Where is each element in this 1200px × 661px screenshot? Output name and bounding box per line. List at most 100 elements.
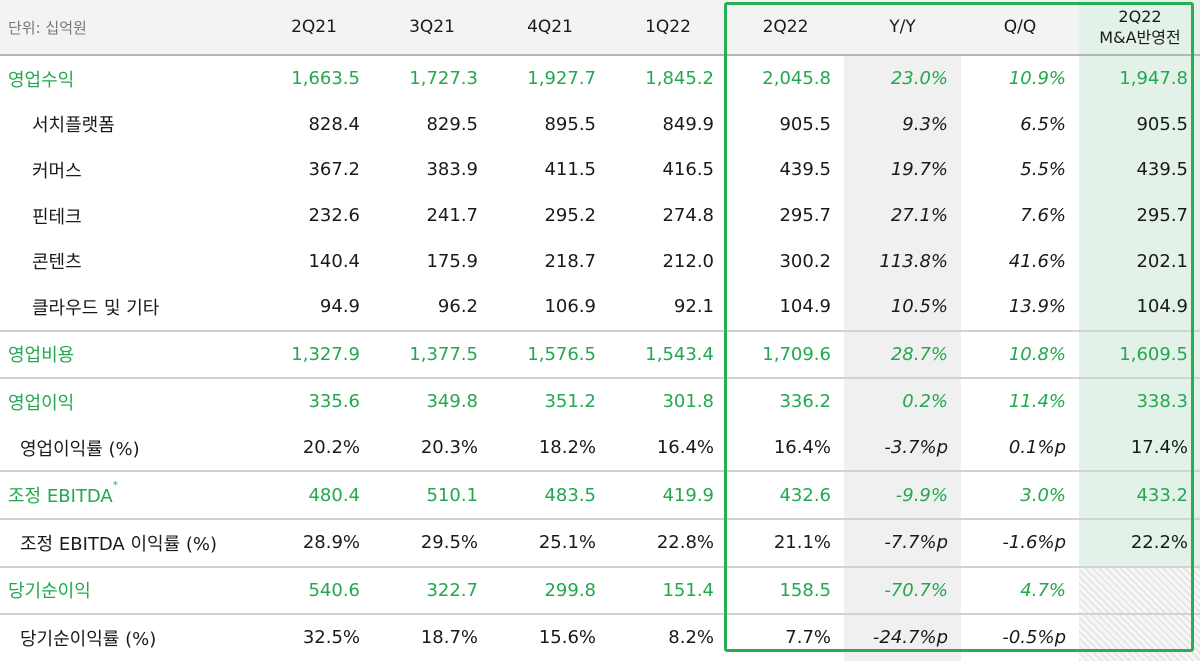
cell-ma: 202.1 <box>1079 238 1200 284</box>
row-label-text: 조정 EBITDA 이익률 (%) <box>20 533 217 555</box>
header-row: 단위: 십억원 2Q21 3Q21 4Q21 1Q22 2Q22 Y/Y Q/Q… <box>0 0 1200 56</box>
cell-2q21: 335.6 <box>255 377 373 425</box>
cell-2q22: 21.1% <box>727 517 844 567</box>
cell-qoq: -1.6%p <box>961 517 1079 567</box>
cell-4q21: 895.5 <box>544 113 596 135</box>
row-label: 당기순이익률 (%) <box>0 613 255 661</box>
row-label-text: 콘텐츠 <box>32 252 82 274</box>
col-header-3q21: 3Q21 <box>373 0 491 56</box>
row-label: 콘텐츠 <box>0 238 255 284</box>
cell-2q22: 2,045.8 <box>762 68 831 90</box>
cell-1q22: 849.9 <box>662 113 714 135</box>
cell-4q21: 106.9 <box>544 296 596 318</box>
col-header-qoq: Q/Q <box>961 0 1079 56</box>
row-label-text: 영업수익 <box>8 69 75 91</box>
cell-2q22: 432.6 <box>727 470 844 519</box>
cell-yoy: -9.9% <box>844 470 961 519</box>
cell-1q22: 1,543.4 <box>609 329 727 379</box>
cell-qoq: 41.6% <box>1008 250 1066 272</box>
cell-ma: 1,947.8 <box>1079 55 1200 102</box>
cell-qoq: -0.5%p <box>961 613 1079 661</box>
row-label: 조정 EBITDA* <box>0 470 255 519</box>
cell-yoy: -24.7%p <box>844 613 961 661</box>
cell-4q21: 351.2 <box>491 377 609 425</box>
cell-yoy: 9.3% <box>844 101 961 148</box>
cell-yoy: -70.7% <box>844 565 961 615</box>
cell-ma: 17.4% <box>1079 424 1200 472</box>
cell-ma: 905.5 <box>1079 101 1200 148</box>
table-row: 조정 EBITDA* 480.4 510.1 483.5 419.9 432.6 -9.9%… <box>0 470 1200 519</box>
cell-yoy: 0.2% <box>844 377 961 425</box>
cell-2q22: 158.5 <box>727 565 844 615</box>
cell-3q21: 322.7 <box>373 565 491 615</box>
cell-2q22: 295.7 <box>779 205 831 227</box>
cell-yoy: 27.1% <box>844 192 961 239</box>
cell-3q21: 349.8 <box>373 377 491 425</box>
cell-3q21: 510.1 <box>373 470 491 519</box>
cell-qoq: 4.7% <box>961 565 1079 615</box>
cell-yoy: -3.7%p <box>844 424 961 472</box>
cell-3q21: 18.7% <box>373 613 491 661</box>
cell-2q21: 480.4 <box>255 470 373 519</box>
cell-qoq: 0.1%p <box>1008 437 1066 459</box>
cell-ma: 433.2 <box>1079 470 1200 519</box>
cell-ma <box>1079 613 1200 661</box>
cell-1q22: 416.5 <box>662 159 714 181</box>
cell-qoq: 5.5% <box>1020 159 1066 181</box>
cell-1q22: 301.8 <box>609 377 727 425</box>
cell-2q21: 828.4 <box>308 113 360 135</box>
table-row: 핀테크 232.6 241.7 295.2 274.8 295.7 27.1% 7.6% 295… <box>0 192 1200 239</box>
row-label-text: 서치플랫폼 <box>32 115 115 137</box>
cell-3q21: 20.3% <box>420 437 478 459</box>
col-header-yoy: Y/Y <box>844 0 961 56</box>
cell-qoq: 6.5% <box>1020 113 1066 135</box>
cell-3q21: 1,377.5 <box>373 329 491 379</box>
cell-2q22: 7.7% <box>727 613 844 661</box>
cell-yoy: 23.0% <box>844 55 961 102</box>
cell-1q22: 92.1 <box>673 296 714 318</box>
row-label: 핀테크 <box>0 193 255 239</box>
footnote-mark: * <box>112 480 118 492</box>
cell-qoq: 7.6% <box>1020 205 1066 227</box>
table-row: 클라우드 및 기타 94.9 96.2 106.9 92.1 104.9 10.5% 13.9… <box>0 283 1200 331</box>
row-label-text: 커머스 <box>32 160 82 182</box>
cell-ma: 338.3 <box>1079 377 1200 425</box>
cell-4q21: 1,576.5 <box>491 329 609 379</box>
cell-qoq: 13.9% <box>1008 296 1066 318</box>
cell-1q22: 22.8% <box>609 517 727 567</box>
cell-3q21: 241.7 <box>426 205 478 227</box>
cell-2q21: 540.6 <box>255 565 373 615</box>
table-row: 커머스 367.2 383.9 411.5 416.5 439.5 19.7% 5.5% 439… <box>0 147 1200 193</box>
cell-4q21: 483.5 <box>491 470 609 519</box>
cell-2q21: 1,327.9 <box>255 329 373 379</box>
table-row: 영업수익 1,663.5 1,727.3 1,927.7 1,845.2 2,045.8 2… <box>0 55 1200 102</box>
row-label: 당기순이익 <box>0 565 255 615</box>
row-label: 영업이익 <box>0 377 255 425</box>
cell-2q22: 905.5 <box>779 113 831 135</box>
unit-label: 단위: 십억원 <box>0 0 255 56</box>
cell-2q21: 232.6 <box>308 205 360 227</box>
row-label: 클라우드 및 기타 <box>0 284 255 331</box>
row-label-text: 당기순이익 <box>8 581 91 603</box>
cell-4q21: 25.1% <box>491 517 609 567</box>
cell-2q21: 28.9% <box>255 517 373 567</box>
cell-qoq: 3.0% <box>961 470 1079 519</box>
cell-2q21: 94.9 <box>319 296 360 318</box>
table-row: 영업이익 335.6 349.8 351.2 301.8 336.2 0.2% 11.4% 33… <box>0 377 1200 425</box>
cell-yoy: 113.8% <box>844 238 961 284</box>
cell-2q21: 140.4 <box>308 250 360 272</box>
cell-qoq: 10.9% <box>1008 68 1066 90</box>
col-header-ma-line1: 2Q22 <box>1118 7 1162 26</box>
cell-yoy: 19.7% <box>844 147 961 193</box>
cell-1q22: 151.4 <box>609 565 727 615</box>
col-header-4q21: 4Q21 <box>491 0 609 56</box>
cell-3q21: 175.9 <box>426 250 478 272</box>
cell-4q21: 1,927.7 <box>527 68 596 90</box>
row-label: 서치플랫폼 <box>0 102 255 148</box>
cell-3q21: 96.2 <box>437 296 478 318</box>
cell-3q21: 383.9 <box>426 159 478 181</box>
col-header-2q21: 2Q21 <box>255 0 373 56</box>
cell-yoy: -7.7%p <box>844 517 961 567</box>
cell-2q22: 300.2 <box>779 250 831 272</box>
